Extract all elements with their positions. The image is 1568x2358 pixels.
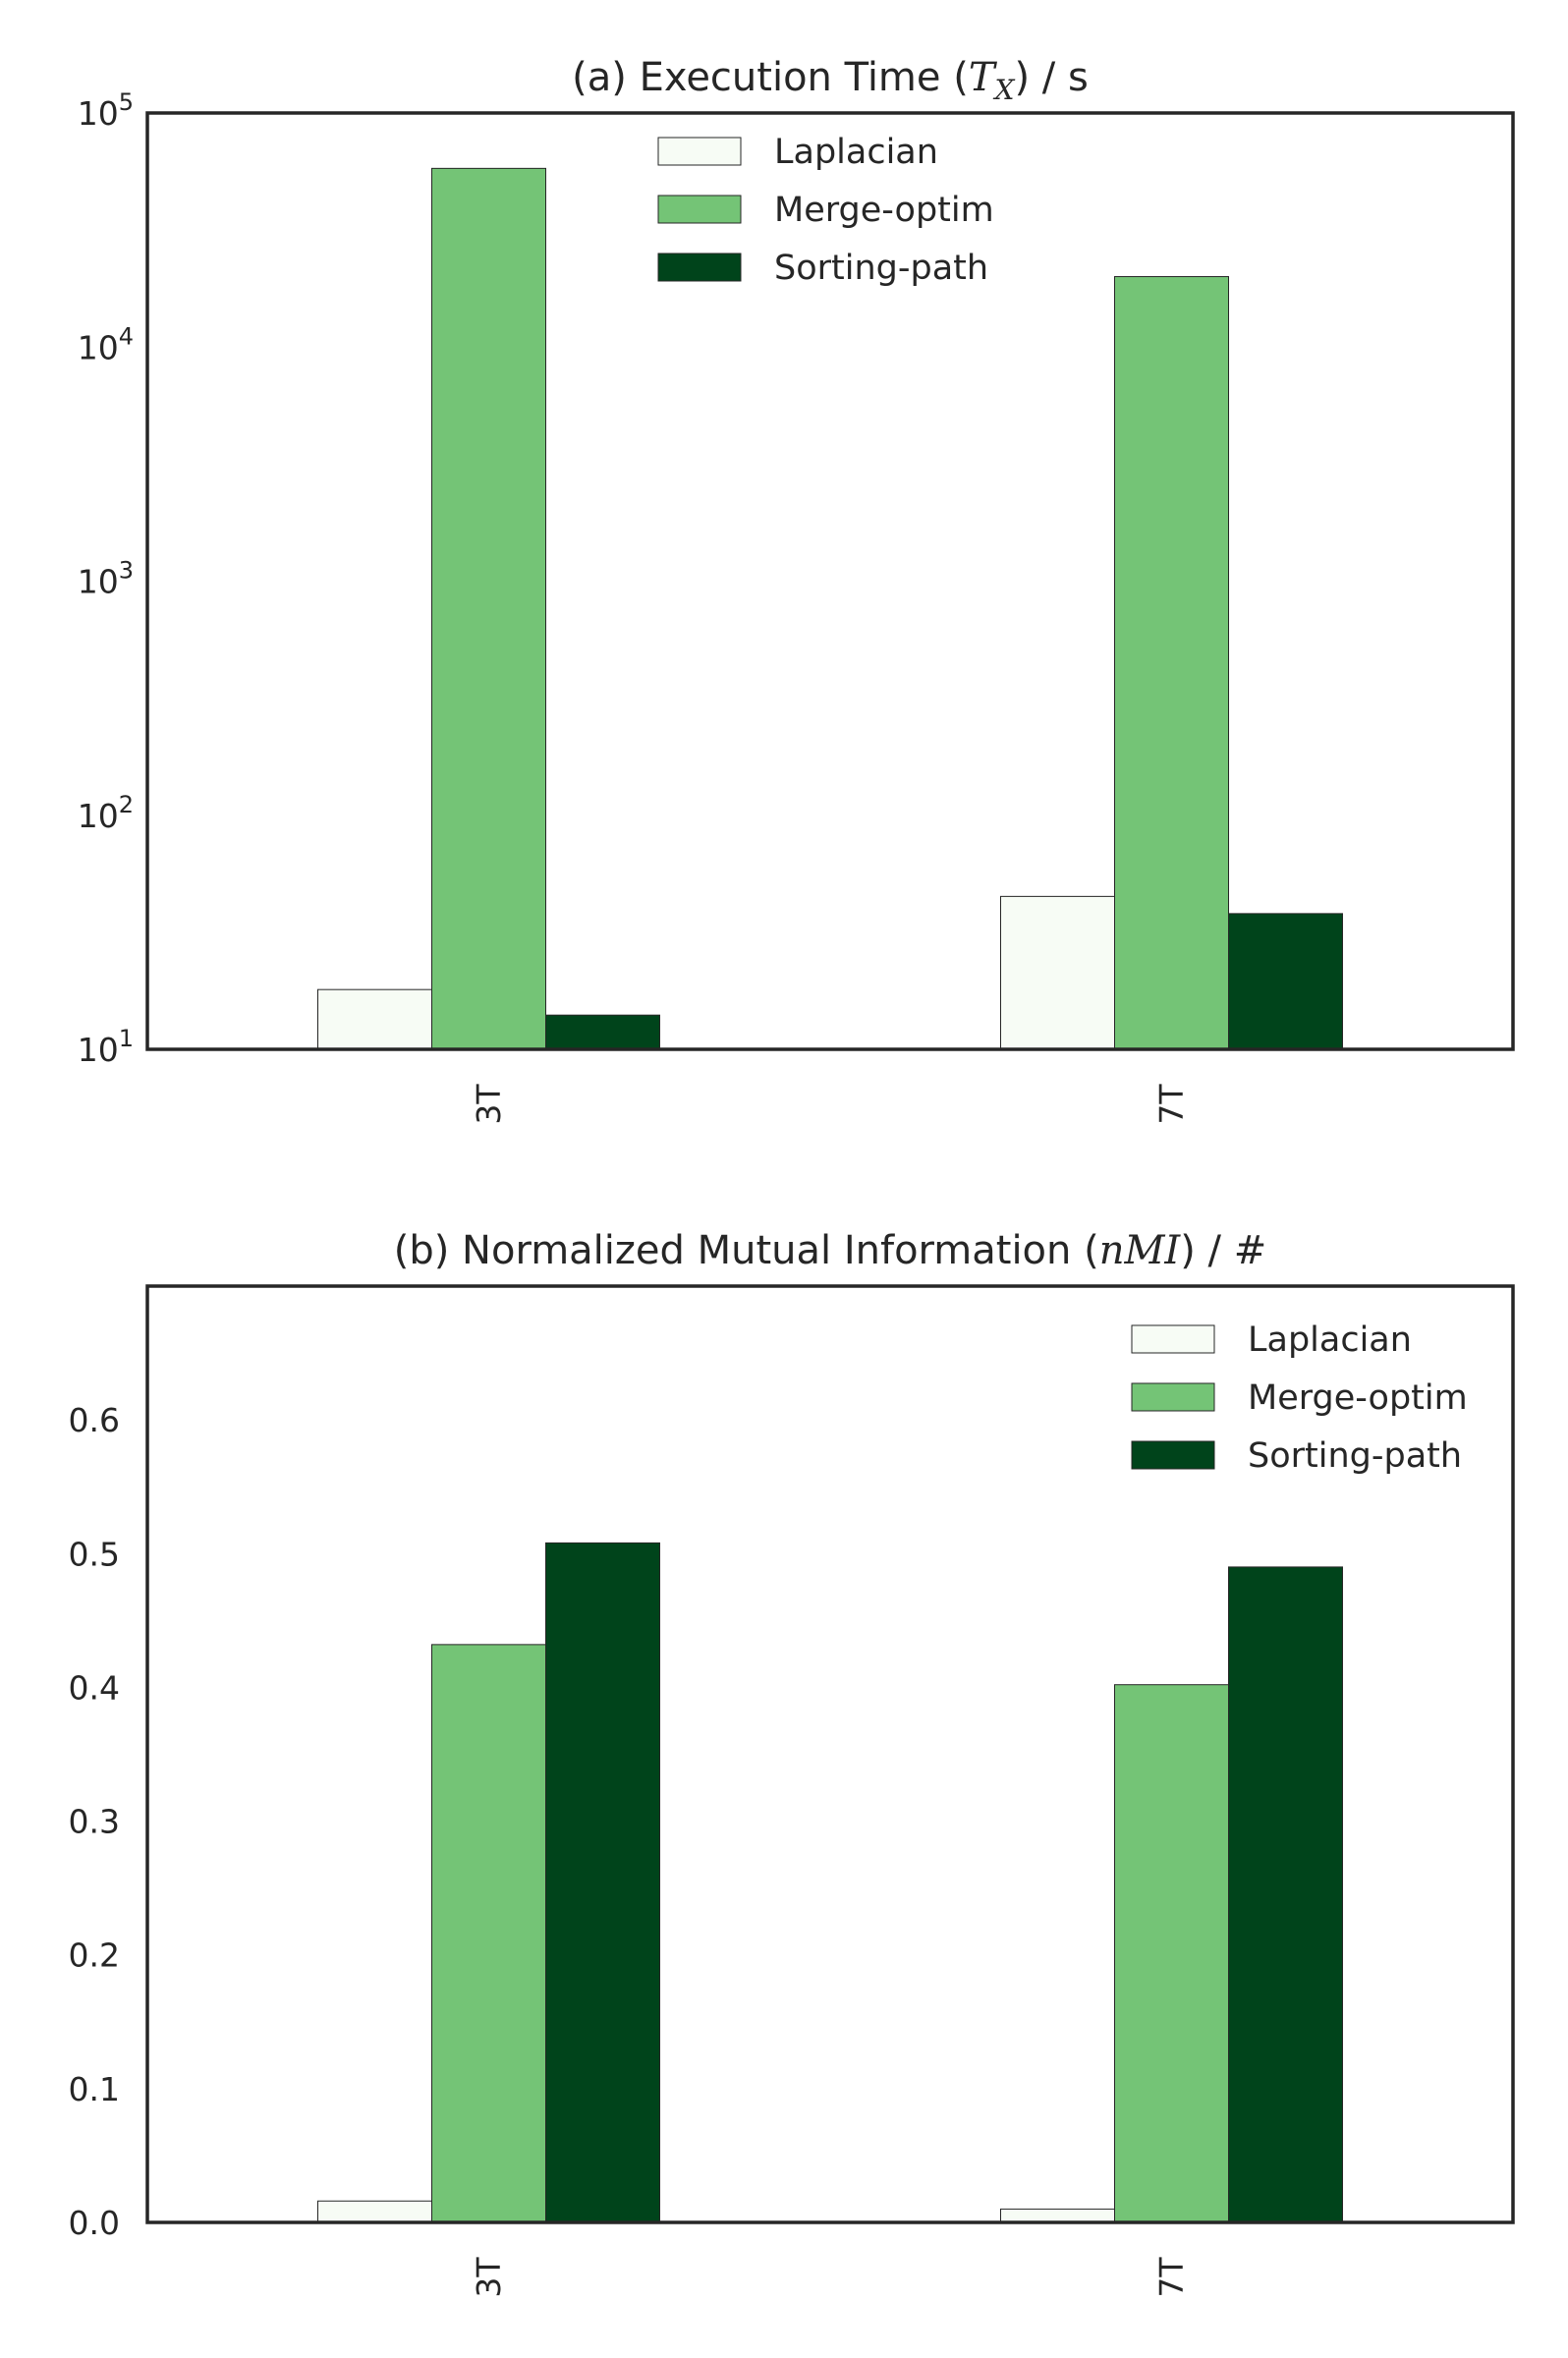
x-tick-label: 3T (470, 1084, 508, 1125)
bar-laplacian-3t (317, 2200, 432, 2223)
x-tick-label: 3T (470, 2257, 508, 2298)
chart-title: (b) Normalized Mutual Information (nMI) … (394, 1228, 1267, 1273)
chart-panel-a: (a) Execution Time (TX) / s1011021031041… (78, 55, 1515, 1125)
y-tick-label: 0.6 (69, 1401, 120, 1439)
legend-swatch (1131, 1324, 1215, 1354)
bar-sorting-path-7t (1228, 913, 1343, 1050)
chart-title: (a) Execution Time (TX) / s (572, 55, 1089, 106)
bar-merge-optim-7t (1114, 276, 1229, 1050)
y-tick-base: 10 (78, 563, 119, 601)
y-tick-label: 0.1 (69, 2070, 120, 2108)
bar-merge-optim-7t (1114, 1684, 1229, 2223)
legend-label: Sorting-path (774, 249, 988, 288)
y-tick-exponent: 1 (119, 1025, 134, 1052)
title-math-subscript: X (993, 74, 1016, 106)
bar-sorting-path-7t (1228, 1566, 1343, 2223)
y-tick-label: 0.5 (69, 1535, 120, 1573)
legend-label: Merge-optim (774, 191, 994, 230)
legend-swatch (1131, 1382, 1215, 1412)
chart-panel-b: (b) Normalized Mutual Information (nMI) … (69, 1228, 1515, 2298)
y-tick-label: 0.4 (69, 1668, 120, 1707)
y-tick-base: 10 (78, 797, 119, 835)
axes-frame (145, 111, 1515, 1051)
y-tick-label: 0.2 (69, 1937, 120, 1975)
y-tick-label: 105 (78, 88, 134, 133)
y-tick-exponent: 5 (119, 88, 134, 116)
y-tick-exponent: 3 (119, 557, 134, 585)
bar-sorting-path-3t (545, 1014, 660, 1050)
legend-label: Sorting-path (1248, 1436, 1462, 1476)
legend-label: Laplacian (1248, 1320, 1412, 1360)
y-tick-label: 101 (78, 1025, 134, 1069)
y-tick-base: 10 (78, 328, 119, 366)
bar-sorting-path-3t (545, 1542, 660, 2223)
legend-label: Laplacian (774, 133, 938, 172)
bar-merge-optim-3t (431, 167, 546, 1050)
y-tick-label: 104 (78, 322, 134, 366)
legend-swatch (1131, 1440, 1215, 1470)
legend-swatch (657, 253, 742, 282)
bar-laplacian-7t (1000, 2208, 1115, 2223)
title-text: (a) Execution Time ( (572, 55, 969, 100)
title-tail: ) / s (1014, 55, 1088, 100)
title-tail: ) / # (1180, 1228, 1266, 1273)
title-math: T (969, 55, 998, 100)
y-tick-base: 10 (78, 94, 119, 133)
title-text: (b) Normalized Mutual Information ( (394, 1228, 1099, 1273)
x-tick-label: 7T (1152, 1084, 1191, 1125)
legend-swatch (657, 137, 742, 166)
legend-swatch (657, 195, 742, 224)
y-tick-base: 10 (78, 1031, 119, 1069)
y-tick-label: 103 (78, 557, 134, 601)
bar-laplacian-7t (1000, 895, 1115, 1050)
y-tick-label: 0.0 (69, 2204, 120, 2242)
title-math: nMI (1099, 1228, 1182, 1273)
y-tick-exponent: 2 (119, 791, 134, 818)
y-tick-label: 102 (78, 791, 134, 835)
y-tick-label: 0.3 (69, 1803, 120, 1841)
legend-label: Merge-optim (1248, 1378, 1468, 1418)
axes-frame (145, 1284, 1515, 2224)
x-tick-label: 7T (1152, 2257, 1191, 2298)
bar-laplacian-3t (317, 988, 432, 1050)
bar-merge-optim-3t (431, 1644, 546, 2223)
y-tick-exponent: 4 (119, 322, 134, 350)
